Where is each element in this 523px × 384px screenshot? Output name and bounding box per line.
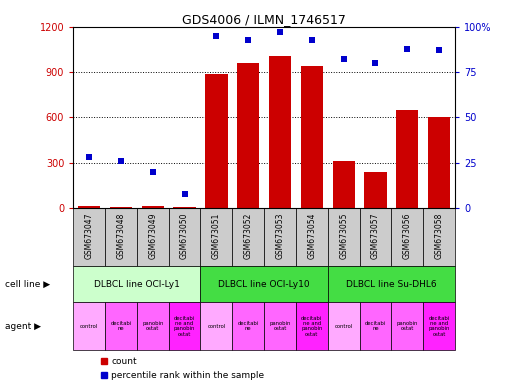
Point <box>276 29 284 35</box>
Point <box>244 36 253 43</box>
Bar <box>232 208 264 266</box>
Text: GSM673055: GSM673055 <box>339 213 348 259</box>
Text: GSM673056: GSM673056 <box>403 213 412 259</box>
Bar <box>328 266 455 302</box>
Bar <box>232 302 264 351</box>
Bar <box>296 208 328 266</box>
Point <box>85 154 93 161</box>
Text: panobin
ostat: panobin ostat <box>269 321 291 331</box>
Bar <box>365 172 386 208</box>
Bar <box>105 208 137 266</box>
Bar <box>264 302 296 351</box>
Text: GSM673052: GSM673052 <box>244 213 253 259</box>
Bar <box>137 302 168 351</box>
Text: GSM673053: GSM673053 <box>276 213 285 259</box>
Bar <box>296 302 328 351</box>
Text: control: control <box>335 324 353 329</box>
Bar <box>105 302 137 351</box>
Text: GSM673054: GSM673054 <box>308 213 316 259</box>
Bar <box>391 208 423 266</box>
Text: DLBCL line OCI-Ly1: DLBCL line OCI-Ly1 <box>94 280 180 289</box>
Bar <box>200 266 328 302</box>
Bar <box>333 161 355 208</box>
Point <box>435 47 444 53</box>
Text: GSM673057: GSM673057 <box>371 213 380 259</box>
Bar <box>110 207 132 208</box>
Text: panobin
ostat: panobin ostat <box>396 321 418 331</box>
Bar <box>396 110 418 208</box>
Bar <box>137 208 168 266</box>
Title: GDS4006 / ILMN_1746517: GDS4006 / ILMN_1746517 <box>182 13 346 26</box>
Text: control: control <box>207 324 225 329</box>
Text: panobin
ostat: panobin ostat <box>142 321 164 331</box>
Bar <box>168 208 200 266</box>
Text: cell line ▶: cell line ▶ <box>5 280 50 289</box>
Point <box>117 158 125 164</box>
Point <box>371 60 380 66</box>
Text: GSM673058: GSM673058 <box>435 213 444 259</box>
Text: decitabi
ne and
panobin
ostat: decitabi ne and panobin ostat <box>301 316 323 337</box>
Bar <box>360 302 391 351</box>
Text: decitabi
ne: decitabi ne <box>365 321 386 331</box>
Bar <box>237 63 259 208</box>
Point <box>308 36 316 43</box>
Point <box>149 169 157 175</box>
Bar <box>174 207 196 208</box>
Bar <box>360 208 391 266</box>
Bar <box>200 302 232 351</box>
Bar <box>200 208 232 266</box>
Text: decitabi
ne: decitabi ne <box>110 321 132 331</box>
Bar <box>73 266 200 302</box>
Text: agent ▶: agent ▶ <box>5 322 41 331</box>
Bar <box>301 66 323 208</box>
Bar <box>328 302 360 351</box>
Point <box>180 190 189 197</box>
Text: DLBCL line OCI-Ly10: DLBCL line OCI-Ly10 <box>218 280 310 289</box>
Bar <box>391 302 423 351</box>
Point <box>339 56 348 63</box>
Bar <box>428 118 450 208</box>
Bar <box>423 208 455 266</box>
Bar <box>73 302 105 351</box>
Bar <box>328 208 360 266</box>
Bar <box>142 206 164 208</box>
Text: GSM673048: GSM673048 <box>117 213 126 259</box>
Text: decitabi
ne: decitabi ne <box>237 321 259 331</box>
Text: DLBCL line Su-DHL6: DLBCL line Su-DHL6 <box>346 280 437 289</box>
Bar <box>205 74 228 208</box>
Point <box>403 46 412 52</box>
Bar <box>73 208 105 266</box>
Text: decitabi
ne and
panobin
ostat: decitabi ne and panobin ostat <box>428 316 450 337</box>
Text: GSM673051: GSM673051 <box>212 213 221 259</box>
Bar <box>264 208 296 266</box>
Point <box>212 33 221 39</box>
Legend: count, percentile rank within the sample: count, percentile rank within the sample <box>97 354 268 383</box>
Bar <box>168 302 200 351</box>
Bar <box>78 206 100 208</box>
Bar <box>423 302 455 351</box>
Text: GSM673047: GSM673047 <box>85 213 94 259</box>
Text: GSM673050: GSM673050 <box>180 213 189 259</box>
Bar <box>269 56 291 208</box>
Text: GSM673049: GSM673049 <box>148 213 157 259</box>
Text: decitabi
ne and
panobin
ostat: decitabi ne and panobin ostat <box>174 316 195 337</box>
Text: control: control <box>80 324 98 329</box>
